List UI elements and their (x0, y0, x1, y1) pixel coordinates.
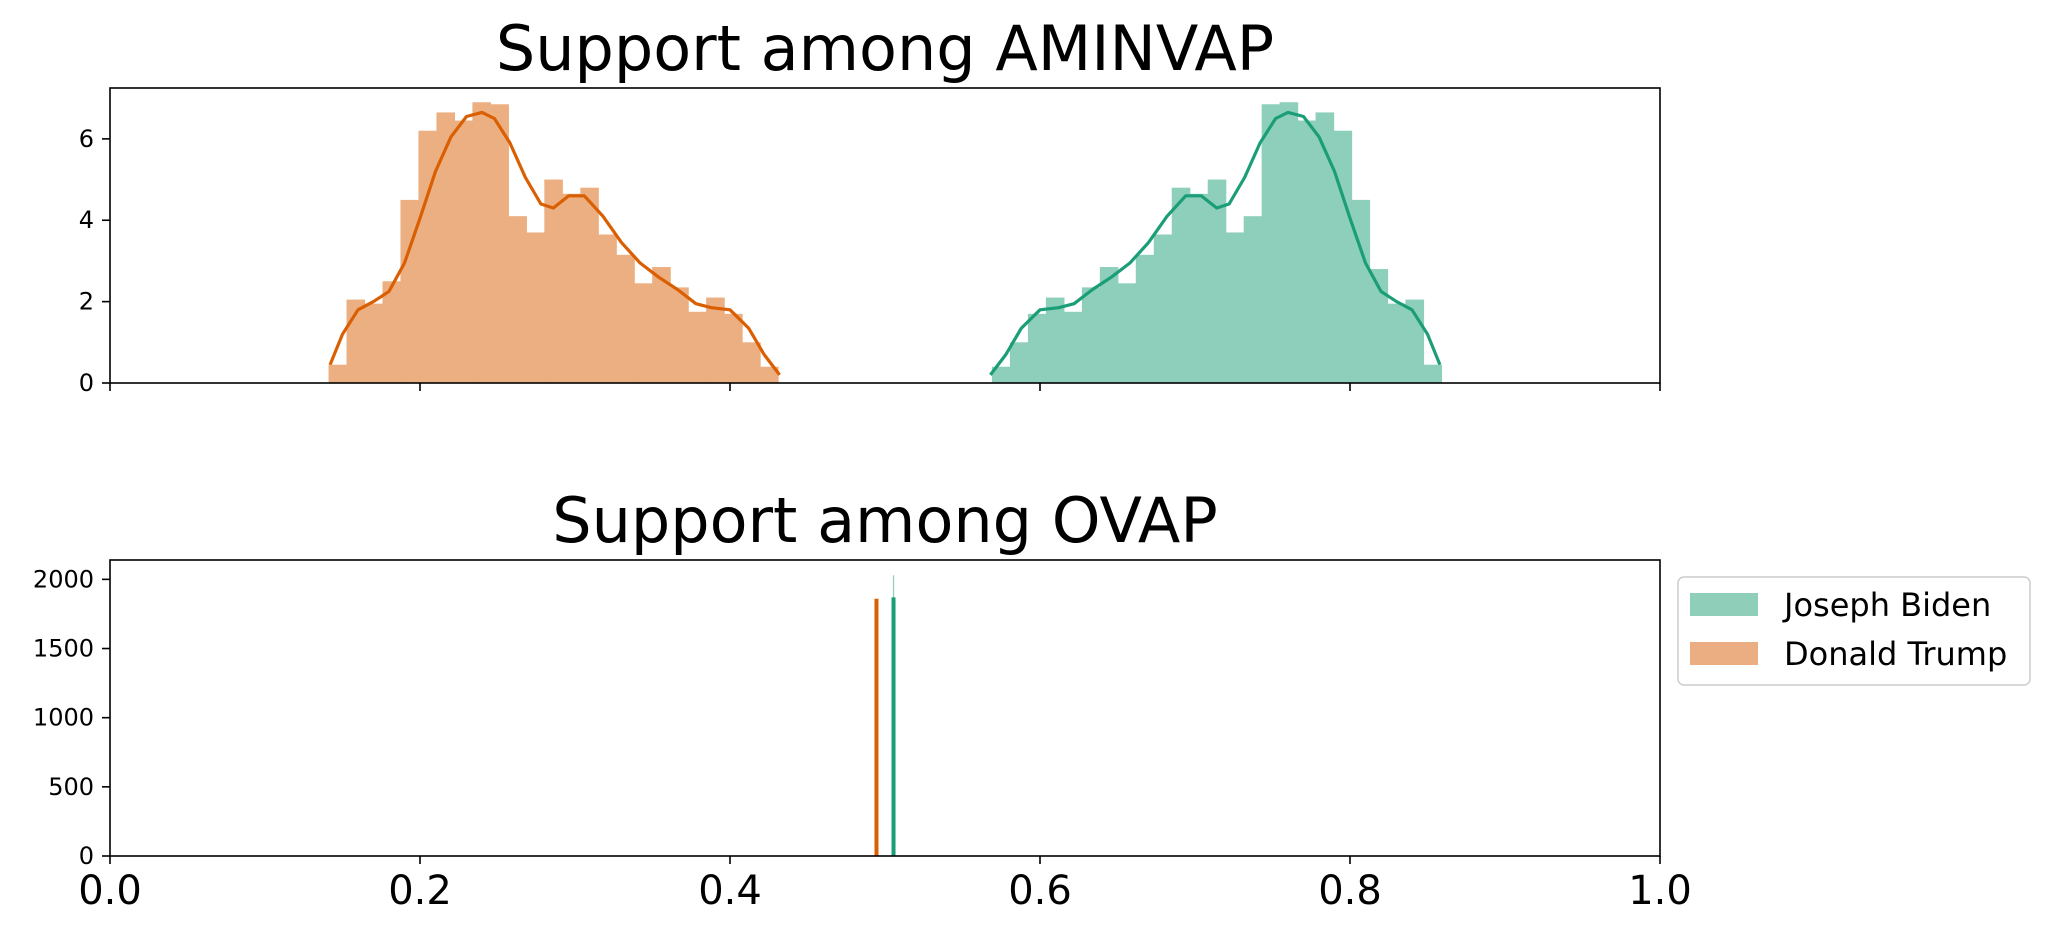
y-tick-label-4: 4 (79, 206, 94, 234)
bar-joseph-biden-13 (1225, 232, 1245, 383)
kde-line-donald-trump (328, 110, 781, 376)
bar-joseph-biden-24 (1423, 364, 1443, 383)
bar-joseph-biden-11 (1189, 193, 1209, 383)
y-tick-label-2000: 2000 (33, 565, 94, 593)
bar-joseph-biden-20 (1351, 199, 1371, 383)
y-tick-label-1000: 1000 (33, 704, 94, 732)
aminvap-histogram-bars (328, 102, 1443, 384)
x-tick-label-0-4: 0.4 (698, 868, 762, 914)
x-tick-label-0-6: 0.6 (1008, 868, 1072, 914)
legend-label-biden: Joseph Biden (1782, 586, 1991, 624)
bar-joseph-biden-17 (1297, 120, 1317, 383)
bar-donald-trump-12 (544, 179, 563, 383)
bar-joseph-biden-10 (1171, 187, 1191, 383)
legend-swatch-trump (1690, 642, 1758, 665)
y-tick-label-0: 0 (79, 369, 94, 397)
bar-donald-trump-17 (634, 283, 653, 383)
bar-joseph-biden-2 (1027, 313, 1047, 383)
bar-joseph-biden-18 (1315, 112, 1335, 384)
aminvap-panel: Support among AMINVAP 0 2 4 6 (79, 12, 1661, 397)
bar-donald-trump-16 (616, 254, 635, 383)
ovap-y-axis: 0 500 1000 1500 2000 (33, 565, 110, 870)
x-tick-label-0: 0.0 (78, 868, 142, 914)
bar-joseph-biden-12 (1207, 179, 1227, 383)
x-tick-label-0-2: 0.2 (388, 868, 452, 914)
bar-joseph-biden-3 (1045, 297, 1065, 383)
ovap-spikes (874, 575, 896, 856)
ovap-title: Support among OVAP (552, 484, 1217, 557)
bar-joseph-biden-1 (1009, 342, 1029, 383)
bar-donald-trump-6 (436, 112, 456, 384)
legend: Joseph Biden Donald Trump (1677, 576, 2031, 686)
bar-donald-trump-5 (418, 130, 438, 383)
legend-label-trump: Donald Trump (1784, 635, 2007, 673)
bar-donald-trump-20 (688, 311, 707, 383)
bar-joseph-biden-6 (1099, 267, 1119, 383)
legend-swatch-biden (1690, 593, 1758, 616)
bar-donald-trump-9 (490, 104, 509, 383)
bar-donald-trump-13 (562, 193, 581, 383)
bar-joseph-biden-15 (1261, 104, 1281, 383)
bar-joseph-biden-8 (1135, 254, 1155, 383)
bar-donald-trump-23 (742, 342, 761, 383)
bar-donald-trump-14 (580, 187, 599, 383)
bar-joseph-biden-7 (1117, 283, 1137, 383)
legend-frame (1677, 576, 2031, 686)
aminvap-x-axis (109, 383, 1661, 391)
bar-donald-trump-18 (652, 267, 671, 383)
bar-donald-trump-4 (400, 199, 420, 383)
bar-joseph-biden-9 (1153, 234, 1173, 383)
y-tick-label-500: 500 (48, 773, 94, 801)
bar-donald-trump-10 (508, 216, 527, 383)
x-tick-label-1: 1.0 (1628, 868, 1692, 914)
bar-donald-trump-2 (364, 303, 384, 383)
bar-donald-trump-21 (706, 297, 725, 383)
bar-joseph-biden-16 (1279, 102, 1299, 383)
bar-joseph-biden-19 (1333, 130, 1353, 383)
ovap-x-axis: 0.0 0.2 0.4 0.6 0.8 1.0 (78, 856, 1692, 914)
bar-joseph-biden-21 (1369, 269, 1389, 383)
aminvap-y-axis: 0 2 4 6 (79, 125, 110, 397)
bar-donald-trump-15 (598, 234, 617, 383)
bar-donald-trump-8 (472, 102, 491, 383)
bar-donald-trump-11 (526, 232, 545, 383)
bar-joseph-biden-4 (1063, 311, 1083, 383)
aminvap-title: Support among AMINVAP (496, 12, 1274, 85)
y-tick-label-2: 2 (79, 288, 94, 316)
y-tick-label-6: 6 (79, 125, 94, 153)
bar-joseph-biden-5 (1081, 287, 1101, 383)
bar-joseph-biden-0 (991, 366, 1011, 383)
aminvap-axes-frame (109, 87, 1661, 384)
bar-donald-trump-7 (454, 120, 473, 383)
bar-joseph-biden-14 (1243, 216, 1263, 383)
ovap-axes-frame (109, 559, 1661, 857)
bar-donald-trump-19 (670, 287, 689, 383)
aminvap-kde-curves (328, 110, 1442, 376)
y-tick-label-1500: 1500 (33, 635, 94, 663)
kde-line-joseph-biden (989, 110, 1442, 376)
bar-joseph-biden-22 (1387, 303, 1407, 383)
bar-donald-trump-0 (328, 364, 348, 383)
y-tick-label-0: 0 (79, 842, 94, 870)
bar-donald-trump-24 (760, 366, 779, 383)
x-tick-label-0-8: 0.8 (1318, 868, 1382, 914)
bar-donald-trump-3 (382, 281, 402, 383)
bar-donald-trump-22 (724, 313, 743, 383)
